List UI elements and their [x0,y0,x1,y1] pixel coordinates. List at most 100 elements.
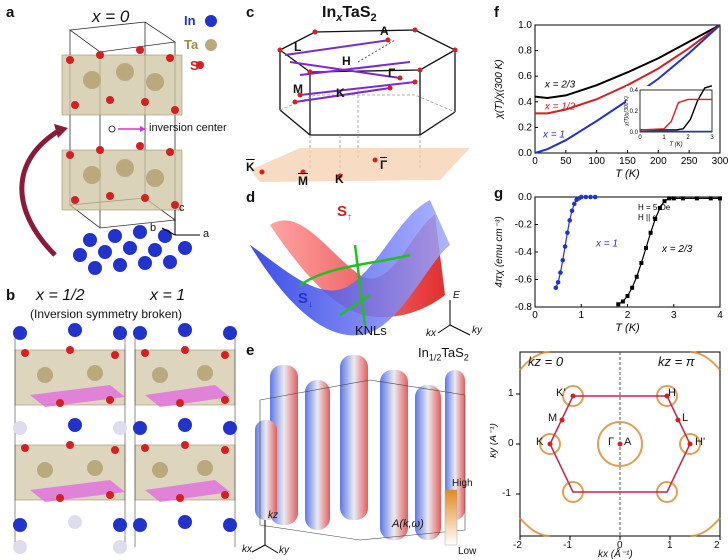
panel-c: c InxTaS2 L A H Γ M K [240,0,490,185]
g-point [662,199,667,204]
g-point [588,194,593,200]
axis-ky: ky [472,325,482,336]
axis-c: c [179,202,185,214]
panel-b-title-right: x = 1 [150,287,186,304]
f-xlabel: T (K) [615,168,640,180]
g-xtick-label: 0 [532,310,538,321]
kz0-label: kz = 0 [528,354,564,369]
crystal-structures-b [13,323,237,554]
legend-ta: Ta [184,37,199,52]
spin-split-bands [250,200,471,336]
panel-b-subtitle: (Inversion symmetry broken) [30,307,183,321]
s-down-label: S↓ [298,290,314,310]
g-point [592,194,598,200]
brillouin-zone [250,27,470,182]
g-point [620,299,625,304]
crystal-structure-x0 [19,15,217,275]
colorbar-low: Low [458,546,477,557]
bz-label-H: H [342,54,351,68]
axis-kz: kz [268,510,278,521]
h-xtick-1: -1 [563,540,572,551]
g-point [553,285,559,291]
panel-label-d: d [246,189,256,206]
f-inset-ytick-label: 0.2 [630,109,639,115]
s-up-label: S↑ [337,203,353,223]
g-annotation: H = 5 Oe [638,203,671,212]
panel-label-a: a [6,4,15,21]
f-inset-bg [626,86,716,146]
f-xtick-label: 150 [619,156,636,167]
bz-label-Gammabar: Γ [380,158,388,172]
g-ytick-label: 0.0 [518,192,532,203]
bz-label-Kbar2: K [335,172,344,185]
h-label-M: M [548,412,558,424]
f-ytick-label: 1.0 [518,20,532,31]
f-inset-xlabel: T (K) [669,142,682,148]
h-ytick-0: 0 [508,438,514,449]
g-xlabel: T (K) [615,322,640,334]
f-inset-xtick-label: 1 [662,135,666,141]
g-point [667,196,672,201]
panel-h: kz = 0 kz = π K' H M L K Γ A H' -2 -1 0 … [490,340,728,560]
panel-d: d S↑ S↓ KNLs E kx ky [240,185,490,340]
kzpi-label: kz = π [658,354,695,369]
bz-label-K: K [336,86,345,100]
axis-kx-e: kx [242,544,252,555]
panel-a-title: x = 0 [92,7,130,26]
g-point [718,196,722,201]
h-xtick-2: 0 [617,540,623,551]
f-inset-xtick-label: 0 [638,135,642,141]
g-point [630,285,635,290]
g-point [583,194,589,200]
g-xtick-label: 3 [671,310,677,321]
panel-a: a x = 0 [0,0,240,285]
panel-c-title: InxTaS2 [322,4,377,25]
g-point [634,274,639,279]
g-point [562,244,568,249]
panel-g: g 0 1 2 3 4 0.0 -0.2 -0.4 -0.6 -0.8 x = 1 x = 2/3 H … [490,185,728,340]
g-point [567,218,572,223]
panel-b: b x = 1/2 x = 1 (Inversion symmetry brok… [0,285,240,560]
panel-b-title-left: x = 1/2 [36,287,85,304]
bz-label-Mbar: M [298,174,308,185]
h-label-L: L [682,412,689,424]
h-label-Gamma: Γ [608,436,615,448]
h-xtick-0: -2 [513,540,522,551]
f-xtick-label: 200 [650,156,667,167]
h-label-H: H [668,387,676,399]
g-series-label: x = 2/3 [661,244,693,255]
g-ytick-label: -0.4 [515,247,533,258]
f-inset-ytick-label: 0.0 [630,130,639,136]
bz-label-Kbar: K [246,160,255,174]
bz-label-Gamma: Γ [388,66,396,80]
axis-ky-e: ky [279,545,289,556]
axis-E: E [453,290,460,301]
panel-e: e In1/2TaS2 High Low A(k,ω) kz kx ky [240,340,490,560]
axis-a: a [203,228,210,240]
colorbar-high: High [452,478,473,489]
f-xtick-label: 300 [712,156,728,167]
g-point [644,245,648,250]
panel-label-b: b [6,287,16,304]
f-xtick-label: 50 [560,156,572,167]
chart-susceptibility: 0 1 2 3 4 0.0 -0.2 -0.4 -0.6 -0.8 x = 1 x = 2/3 H = … [494,192,723,334]
g-point [681,196,685,201]
g-ytick-label: -0.2 [515,220,533,231]
g-point [694,196,699,201]
h-ytick-m1: -1 [502,488,511,499]
f-ytick-label: 0.2 [518,122,532,133]
g-point [708,196,713,201]
g-xtick-label: 2 [625,310,631,321]
legend-in: In [184,13,196,28]
axis-b: b [150,222,157,234]
h-label-H2: H' [695,436,706,448]
fermi-surface-3d [251,355,466,554]
h-xtick-3: 1 [667,540,673,551]
g-annotation: H || c [638,213,656,222]
g-point [578,194,584,200]
f-ytick-label: 0.0 [518,148,532,159]
panel-label-e: e [246,342,255,359]
panel-label-c: c [246,4,255,21]
h-ytick-1: 1 [508,388,514,399]
f-series-label: x = 1 [542,130,565,141]
